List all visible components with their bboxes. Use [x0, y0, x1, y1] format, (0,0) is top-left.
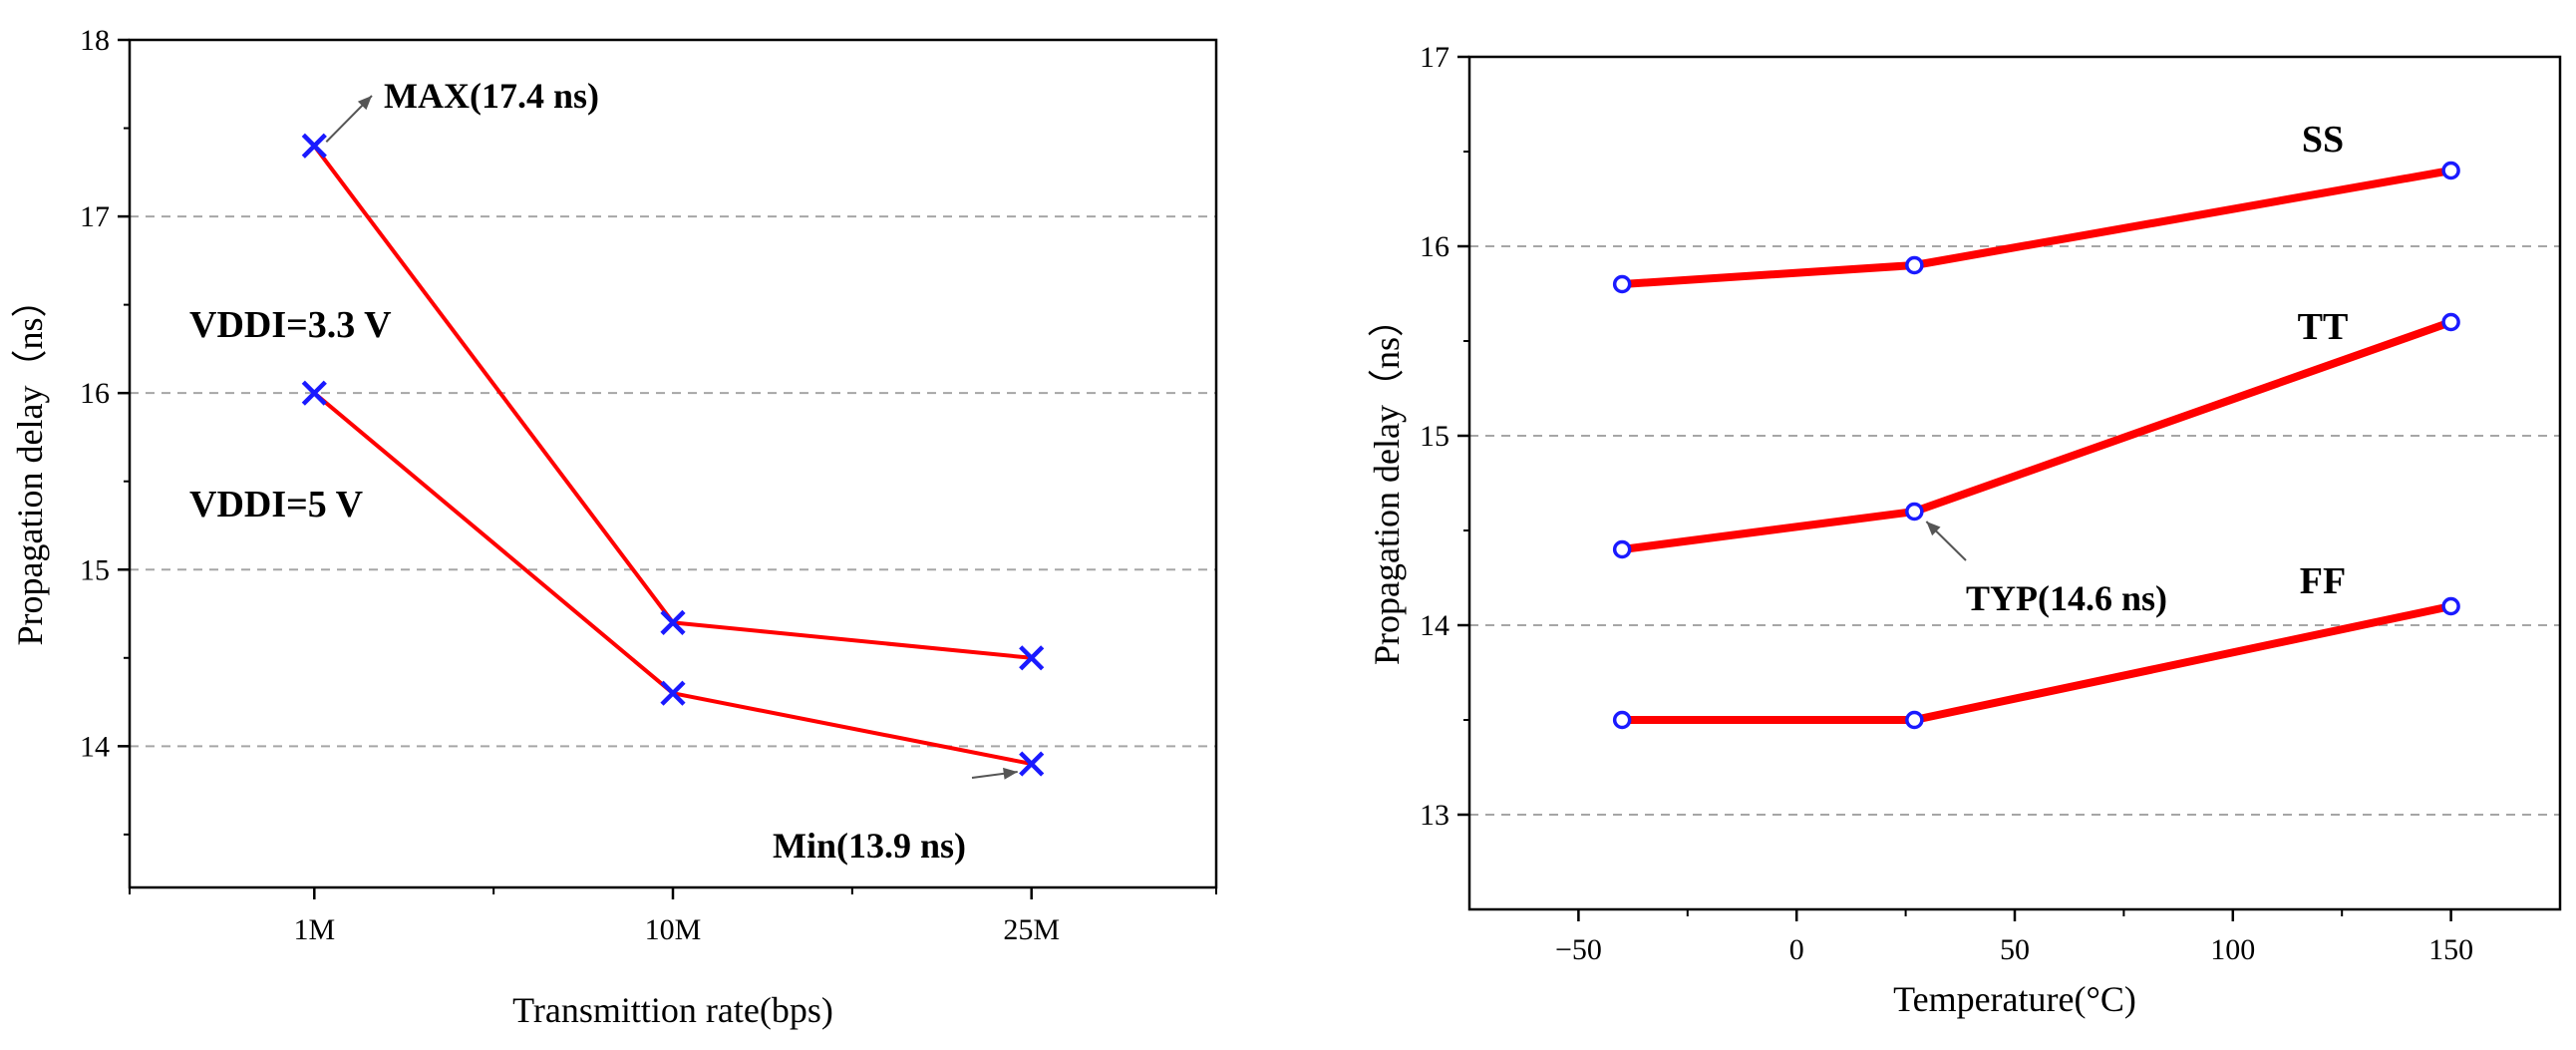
data-point-marker [660, 680, 686, 706]
data-point-marker [1612, 710, 1632, 730]
x-tick-label: 150 [2428, 933, 2473, 966]
y-tick-label: 16 [1420, 230, 1449, 263]
series-line [312, 391, 1034, 767]
series-label: SS [2302, 119, 2344, 161]
x-tick-label: 1M [293, 913, 335, 946]
y-tick-label: 17 [80, 200, 110, 233]
data-point-marker [1905, 502, 1924, 522]
data-point-marker [2441, 161, 2460, 180]
data-point-marker [2441, 596, 2460, 616]
annotation-arrowhead [1926, 522, 1941, 536]
data-point-marker [301, 380, 327, 406]
x-axis-label: Temperature(°C) [1893, 979, 2136, 1019]
x-tick-label: 0 [1789, 933, 1804, 966]
y-axis-label: Propagation delay（ns） [1367, 301, 1407, 665]
annotation-arrowhead [1003, 767, 1018, 780]
data-point-marker [1905, 710, 1924, 730]
data-point-marker [1019, 751, 1045, 777]
y-tick-label: 17 [1420, 41, 1449, 74]
data-point-marker [1612, 539, 1632, 559]
y-tick-label: 13 [1420, 799, 1449, 832]
y-tick-label: 14 [80, 730, 110, 763]
series-label: VDDI=5 V [189, 484, 364, 525]
x-tick-label: 100 [2210, 933, 2255, 966]
plot-frame [1467, 55, 2562, 911]
y-axis-label: Propagation delay（ns） [10, 282, 50, 646]
y-tick-label: 18 [80, 24, 110, 57]
data-point-marker [1905, 255, 1924, 275]
annotation-label: Min(13.9 ns) [773, 826, 966, 866]
y-tick-label: 16 [80, 377, 110, 410]
x-tick-label: 10M [645, 913, 702, 946]
y-tick-label: 15 [1420, 420, 1449, 453]
x-tick-label: 50 [2000, 933, 2030, 966]
x-axis-label: Transmittion rate(bps) [512, 990, 833, 1030]
annotation-arrowhead [357, 96, 372, 111]
annotation-label: MAX(17.4 ns) [384, 76, 599, 116]
plot-frame [128, 38, 1218, 889]
y-tick-label: 15 [80, 553, 110, 586]
chart-rate-vs-delay: 14 15 16 17 18 1M 10M 25M Transmittion rate(bps)… [10, 24, 1218, 1030]
data-point-marker [301, 133, 327, 159]
data-point-marker [1612, 274, 1632, 294]
y-tick-label: 14 [1420, 609, 1449, 642]
x-tick-label: −50 [1555, 933, 1602, 966]
annotation-label: TYP(14.6 ns) [1966, 578, 2167, 618]
series-label: TT [2298, 306, 2349, 348]
series-line [1618, 602, 2455, 724]
chart-temperature-vs-delay: 13 14 15 16 17 −50 0 50 100 150 Temperature(°C) Pro… [1367, 41, 2562, 1019]
data-point-marker [2441, 312, 2460, 332]
data-point-marker [1019, 645, 1045, 671]
x-tick-label: 25M [1003, 913, 1060, 946]
series-line [1618, 167, 2455, 288]
series-label: VDDI=3.3 V [189, 304, 392, 346]
series-label: FF [2300, 560, 2346, 602]
data-point-marker [660, 609, 686, 635]
series-line [312, 144, 1034, 660]
